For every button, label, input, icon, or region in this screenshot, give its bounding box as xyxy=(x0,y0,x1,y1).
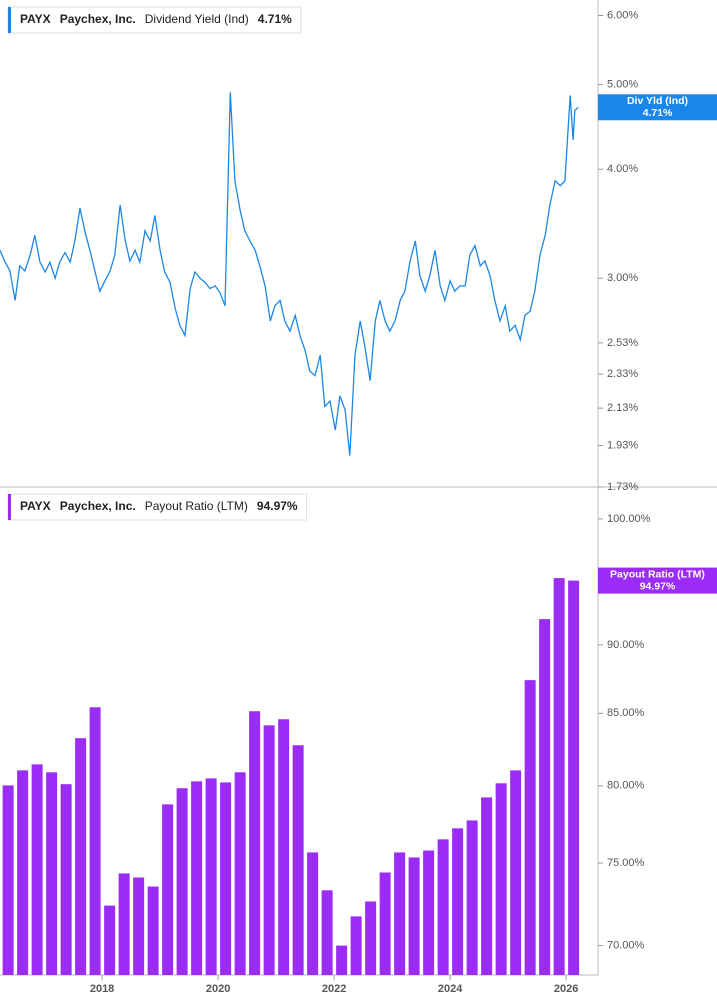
legend-swatch xyxy=(8,494,11,520)
y-tick-label: 4.00% xyxy=(607,163,638,175)
y-tick-label: 2.53% xyxy=(607,337,638,349)
y-tick-label: 6.00% xyxy=(607,9,638,21)
end-label-box xyxy=(598,567,717,594)
bar xyxy=(553,578,565,975)
x-tick-label: 2024 xyxy=(438,983,463,995)
legend-series: Dividend Yield (Ind) xyxy=(145,12,249,26)
bar xyxy=(176,788,188,975)
x-tick-label: 2026 xyxy=(554,983,578,995)
y-tick-label: 85.00% xyxy=(607,707,645,719)
legend-swatch xyxy=(8,7,11,33)
bar xyxy=(263,725,275,975)
bar xyxy=(336,945,348,975)
bar xyxy=(539,619,551,975)
y-tick-label: 1.73% xyxy=(607,481,638,493)
bar xyxy=(31,764,43,975)
legend-box xyxy=(7,6,302,34)
end-label-value: 4.71% xyxy=(643,107,673,119)
bar xyxy=(191,781,203,975)
bar xyxy=(234,772,246,975)
bar xyxy=(75,738,87,975)
end-label-name: Div Yld (Ind) xyxy=(627,95,688,107)
bar xyxy=(133,877,145,975)
end-label-box xyxy=(598,94,717,121)
bar xyxy=(60,784,72,975)
y-tick-label: 5.00% xyxy=(607,79,638,91)
y-tick-label: 1.93% xyxy=(607,439,638,451)
bar xyxy=(510,770,522,975)
bar xyxy=(452,828,464,975)
x-tick-label: 2022 xyxy=(322,983,346,995)
bar xyxy=(394,852,406,975)
legend-value: 4.71% xyxy=(258,12,292,26)
bar xyxy=(350,916,362,975)
y-tick-label: 3.00% xyxy=(607,272,638,284)
bar xyxy=(524,680,536,975)
bar xyxy=(379,872,391,975)
bar xyxy=(249,711,261,975)
bar xyxy=(437,839,449,975)
bar xyxy=(118,873,130,975)
yield-line xyxy=(0,92,579,456)
bar xyxy=(495,783,507,975)
y-tick-label: 100.00% xyxy=(607,513,651,525)
bar xyxy=(205,778,217,975)
y-tick-label: 2.33% xyxy=(607,368,638,380)
bar xyxy=(104,905,116,975)
bar xyxy=(466,820,478,975)
bar xyxy=(568,580,580,975)
bar xyxy=(17,770,29,975)
y-tick-label: 70.00% xyxy=(607,939,645,951)
end-label-value: 94.97% xyxy=(640,580,676,592)
bar xyxy=(321,890,333,975)
bar xyxy=(278,719,290,975)
bar xyxy=(162,804,174,975)
bar xyxy=(2,785,14,975)
y-tick-label: 80.00% xyxy=(607,780,645,792)
bar xyxy=(46,772,58,975)
bar xyxy=(408,857,420,975)
x-tick-label: 2018 xyxy=(90,983,114,995)
legend-series: Payout Ratio (LTM) xyxy=(145,499,248,513)
legend-value: 94.97% xyxy=(257,499,298,513)
legend-company: Paychex, Inc. xyxy=(60,499,136,513)
bar xyxy=(365,901,377,975)
bar xyxy=(307,852,319,975)
y-tick-label: 2.13% xyxy=(607,402,638,414)
legend-ticker: PAYX xyxy=(20,12,51,26)
y-tick-label: 75.00% xyxy=(607,857,645,869)
bar xyxy=(147,886,159,975)
legend-company: Paychex, Inc. xyxy=(60,12,136,26)
bar xyxy=(481,797,493,975)
bar xyxy=(423,850,435,975)
bar xyxy=(89,707,101,975)
legend-ticker: PAYX xyxy=(20,499,51,513)
y-tick-label: 90.00% xyxy=(607,639,645,651)
bar xyxy=(292,745,304,975)
x-tick-label: 2020 xyxy=(206,983,230,995)
end-label-name: Payout Ratio (LTM) xyxy=(610,568,705,580)
bar xyxy=(220,782,232,975)
